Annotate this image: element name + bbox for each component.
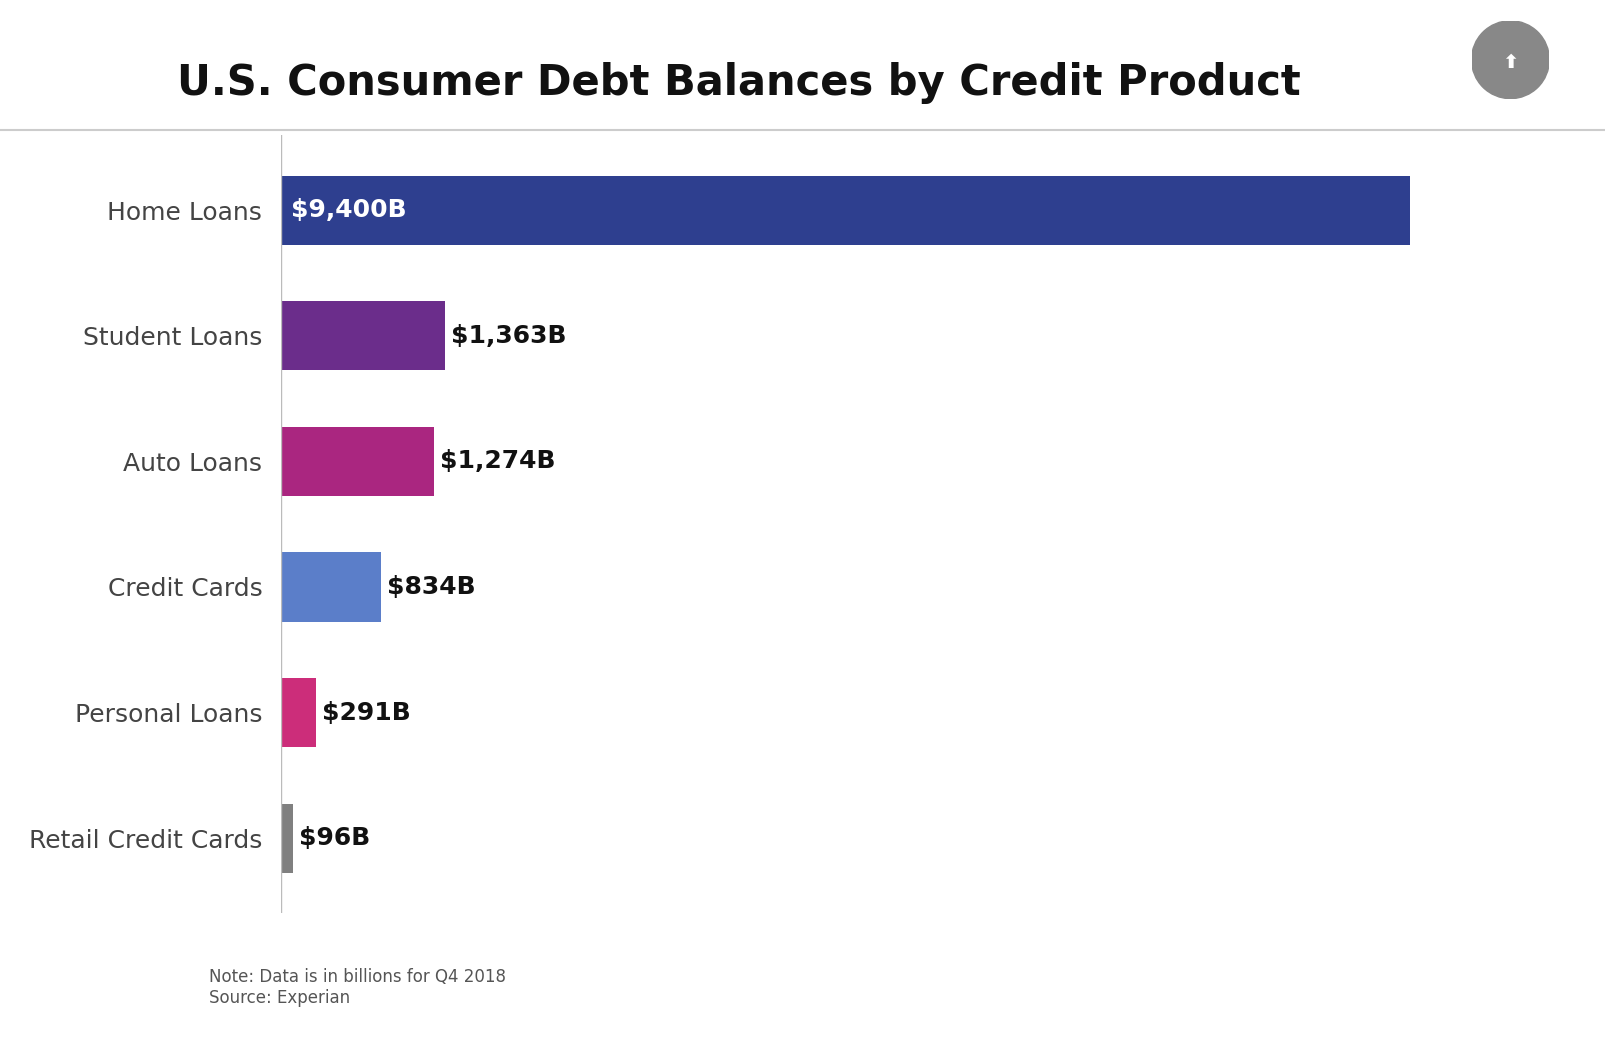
Text: U.S. Consumer Debt Balances by Credit Product: U.S. Consumer Debt Balances by Credit Pr… [177,62,1300,104]
Bar [281,175,1409,245]
Bar [281,427,433,496]
Text: Note: Data is in billions for Q4 2018
Source: Experian: Note: Data is in billions for Q4 2018 So… [209,968,506,1007]
Text: $1,363B: $1,363B [451,324,567,348]
Circle shape [1470,21,1549,99]
Text: ⬆: ⬆ [1501,53,1518,72]
Text: $1,274B: $1,274B [440,449,555,473]
Text: $9,400B: $9,400B [291,198,406,222]
Text: $834B: $834B [387,575,475,599]
Text: $96B: $96B [299,826,369,850]
Bar [281,678,316,747]
Bar [281,301,445,371]
Bar [281,803,292,873]
Bar [281,552,380,622]
Text: $291B: $291B [321,701,411,725]
